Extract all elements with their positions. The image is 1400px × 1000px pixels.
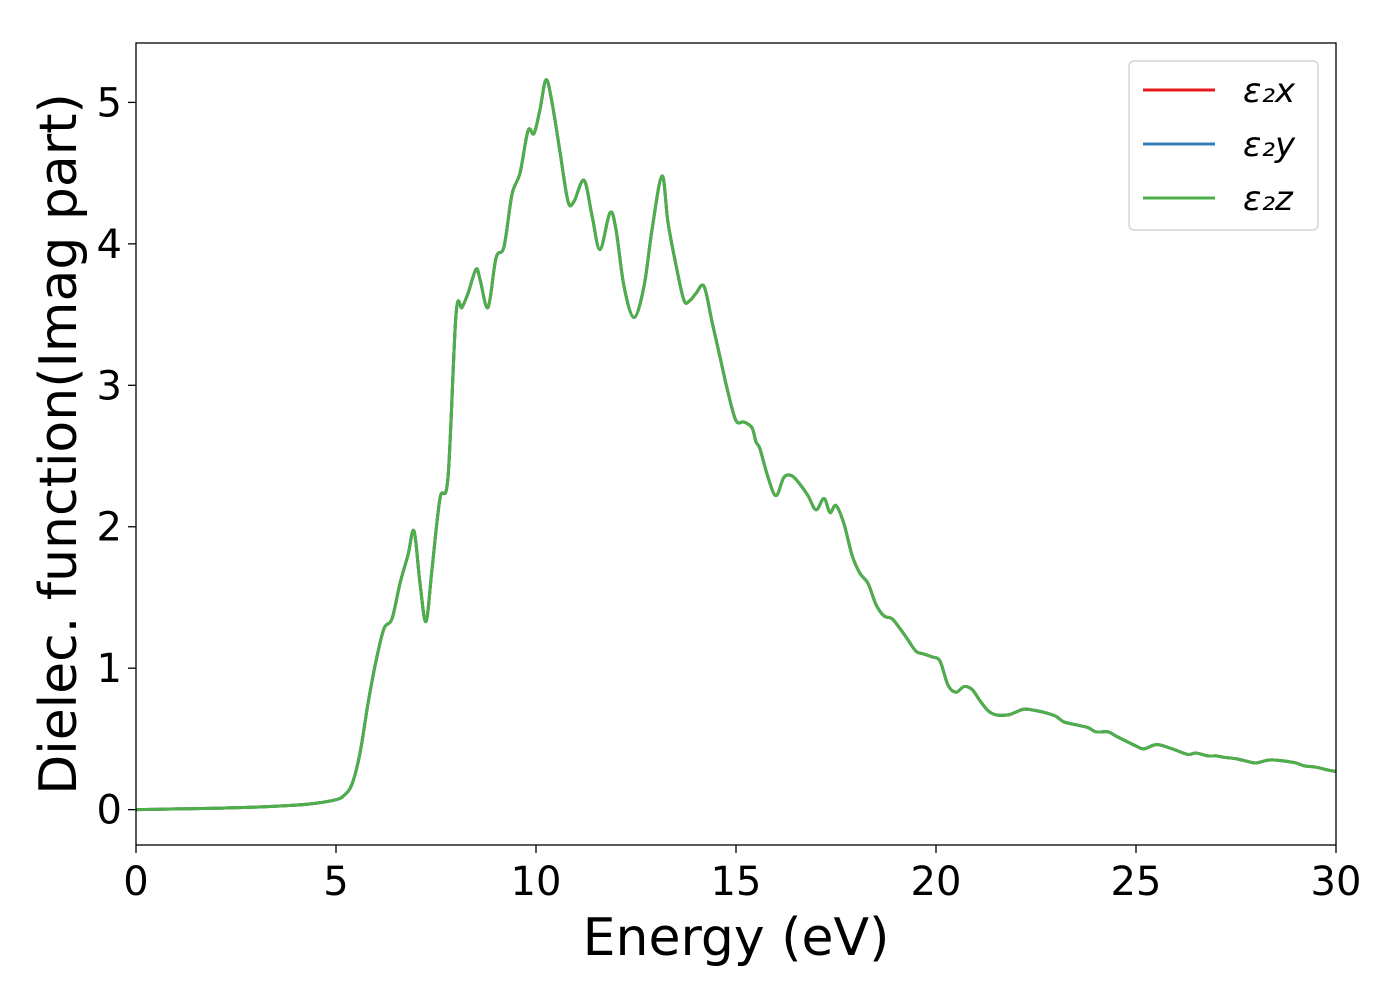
y-axis-ticks: 0 1 2 3 4 5 bbox=[97, 80, 136, 834]
x-tick-label: 0 bbox=[123, 859, 148, 905]
legend-label: ε₂x bbox=[1243, 71, 1296, 111]
y-tick-label: 3 bbox=[97, 363, 122, 409]
y-tick-label: 4 bbox=[97, 222, 122, 268]
series-lines bbox=[135, 78, 1337, 812]
plot-frame bbox=[135, 42, 1337, 846]
x-tick-label: 15 bbox=[711, 859, 762, 905]
y-tick-label: 5 bbox=[97, 80, 122, 126]
y-tick-label: 1 bbox=[97, 646, 122, 692]
y-axis-title: Dielec. function(Imag part) bbox=[29, 93, 89, 795]
x-tick-label: 5 bbox=[323, 859, 348, 905]
y-tick-label: 0 bbox=[97, 788, 122, 834]
x-tick-label: 25 bbox=[1111, 859, 1162, 905]
legend-box bbox=[1128, 60, 1319, 231]
series-line-2 bbox=[135, 78, 1337, 812]
legend-label: ε₂z bbox=[1243, 179, 1294, 219]
x-tick-label: 30 bbox=[1311, 859, 1362, 905]
x-axis-ticks: 0 5 10 15 20 25 30 bbox=[123, 845, 1361, 905]
legend-label: ε₂y bbox=[1243, 125, 1296, 165]
y-tick-label: 2 bbox=[97, 505, 122, 551]
x-axis-title: Energy (eV) bbox=[583, 908, 890, 968]
x-tick-label: 20 bbox=[911, 859, 962, 905]
legend: ε₂x ε₂y ε₂z bbox=[1128, 60, 1319, 231]
x-tick-label: 10 bbox=[511, 859, 562, 905]
